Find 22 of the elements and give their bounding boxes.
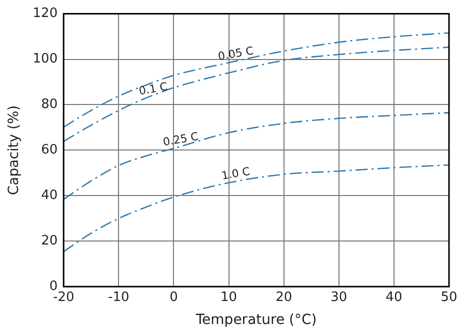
y-tick-label: 60 — [41, 142, 58, 158]
x-tick-label: 0 — [170, 290, 178, 305]
y-tick-label: 20 — [41, 234, 58, 249]
annotation: 0.25 C — [162, 130, 200, 149]
line-series — [64, 32, 449, 128]
annotation: 0.05 C — [217, 44, 255, 64]
x-tick-label: 20 — [276, 290, 292, 305]
y-axis-title: Capacity (%) — [6, 105, 22, 196]
x-tick-label: 10 — [220, 290, 238, 305]
line-series — [64, 112, 449, 200]
x-axis-title: Temperature (°C) — [194, 312, 317, 328]
y-tick-label: 80 — [41, 97, 58, 112]
x-tick-label: 40 — [386, 290, 402, 305]
y-tick-label: 120 — [32, 6, 58, 22]
line-series — [64, 164, 449, 252]
y-tick-label: 100 — [32, 52, 58, 67]
x-tick-label: -10 — [108, 290, 130, 305]
annotation: 1.0 C — [220, 164, 252, 182]
x-tick-label: 30 — [330, 290, 348, 305]
x-tick-label: 50 — [440, 290, 458, 305]
annotation: 0.1 C — [138, 80, 169, 98]
y-tick-label: 40 — [41, 188, 58, 204]
